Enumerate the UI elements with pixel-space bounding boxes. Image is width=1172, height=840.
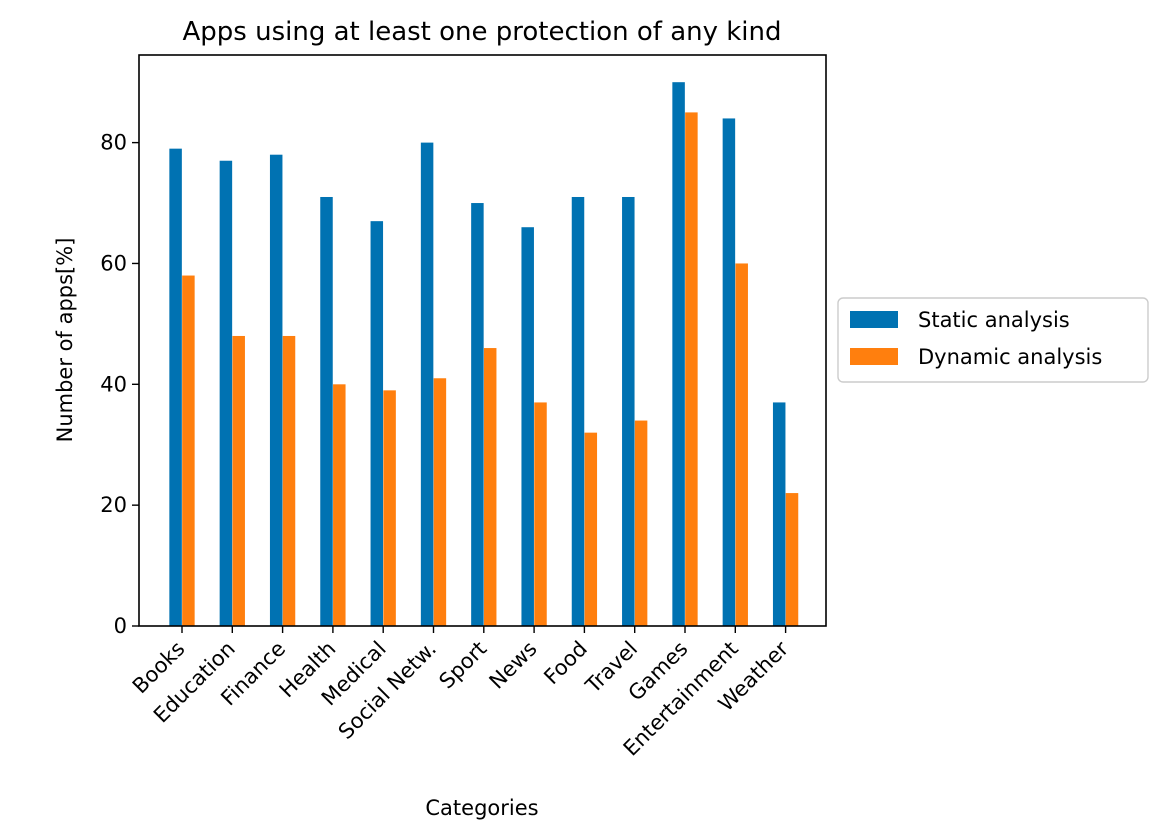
bar-static-analysis-games — [672, 82, 685, 626]
bar-static-analysis-medical — [370, 221, 384, 626]
chart-title: Apps using at least one protection of an… — [182, 17, 781, 47]
legend-swatch-dynamic — [850, 348, 898, 365]
bar-dynamic-analysis-books — [182, 275, 195, 626]
bar-static-analysis-sport — [471, 203, 484, 627]
y-tick-label: 20 — [100, 493, 127, 517]
x-tick-label-sport: Sport — [434, 637, 491, 694]
plot-frame — [138, 54, 827, 627]
bar-dynamic-analysis-games — [685, 112, 698, 626]
y-axis-ticks: 0 20 40 60 80 — [100, 131, 139, 638]
bar-dynamic-analysis-finance — [282, 335, 296, 626]
bar-static-analysis-entertainment — [722, 118, 736, 626]
bar-dynamic-analysis-health — [333, 384, 346, 626]
bar-dynamic-analysis-weather — [785, 493, 799, 626]
bar-static-analysis-education — [219, 160, 233, 627]
bar-static-analysis-social-netw — [420, 142, 434, 627]
legend: Static analysis Dynamic analysis — [837, 297, 1149, 383]
bar-static-analysis-health — [320, 196, 333, 627]
bar-dynamic-analysis-news — [534, 402, 547, 626]
legend-frame — [837, 297, 1149, 383]
bar-static-analysis-food — [571, 196, 585, 627]
legend-label-static: Static analysis — [918, 308, 1070, 332]
x-axis-ticks: BooksEducationFinanceHealthMedicalSocial… — [128, 626, 793, 761]
bar-dynamic-analysis-sport — [483, 348, 497, 626]
bar-static-analysis-travel — [622, 196, 635, 627]
bar-static-analysis-books — [169, 148, 182, 626]
bar-dynamic-analysis-entertainment — [735, 263, 748, 626]
y-axis-label: Number of apps[%] — [53, 238, 77, 443]
bar-dynamic-analysis-social-netw — [433, 378, 447, 626]
y-tick-label: 0 — [114, 614, 127, 638]
legend-swatch-static — [850, 311, 898, 328]
x-tick-label-news: News — [485, 637, 542, 694]
bar-static-analysis-news — [521, 227, 534, 626]
y-tick-label: 80 — [100, 131, 127, 155]
bar-dynamic-analysis-medical — [383, 390, 396, 626]
bar-dynamic-analysis-travel — [634, 420, 648, 626]
y-tick-label: 60 — [100, 251, 127, 275]
y-tick-label: 40 — [100, 372, 127, 396]
bar-static-analysis-finance — [269, 154, 283, 626]
bar-static-analysis-weather — [772, 402, 786, 626]
legend-label-dynamic: Dynamic analysis — [918, 345, 1102, 369]
bar-dynamic-analysis-food — [584, 432, 598, 626]
bar-dynamic-analysis-education — [232, 335, 245, 626]
x-axis-label: Categories — [425, 796, 538, 820]
bars-layer — [169, 82, 799, 627]
